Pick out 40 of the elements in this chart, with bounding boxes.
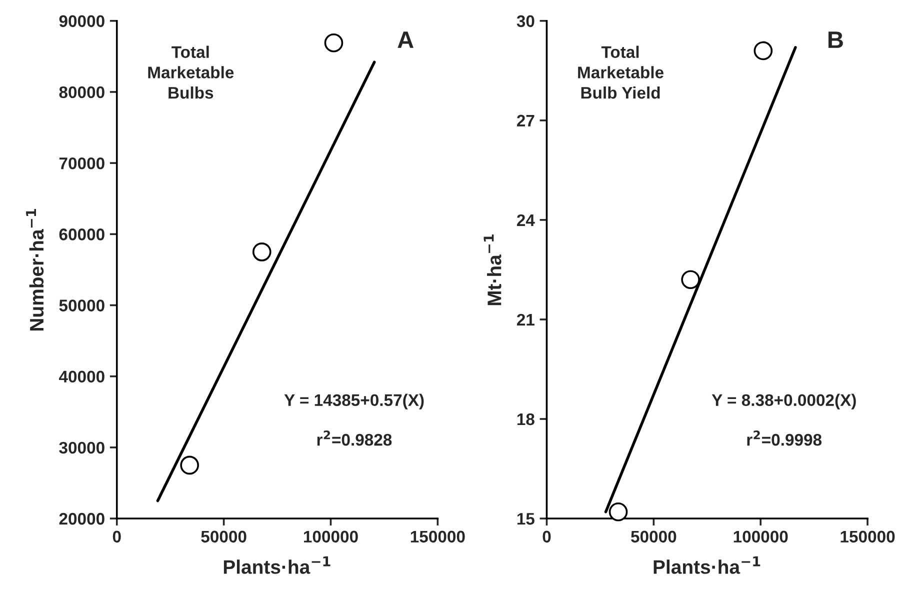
x-tick-label: 100000 [734, 530, 788, 543]
point [681, 270, 700, 290]
point [252, 242, 272, 262]
y-tick-label: 21 [516, 314, 534, 326]
y-tick-label: 24 [516, 214, 535, 226]
y-tick-label: 20000 [59, 512, 104, 525]
x-axis-title: Plants·ha$^{−1}$ [224, 556, 330, 574]
x-axis-title: Plants·ha$^{−1}$ [654, 556, 760, 574]
annotation: Y = 14385+0.57(X) [284, 394, 424, 410]
y-tick-label: 60000 [59, 228, 104, 240]
y-tick-label: 80000 [59, 86, 104, 98]
annotation: Total Marketable Bulbs [148, 46, 234, 99]
y-tick-label: 15 [517, 513, 534, 525]
x-tick-label: 100000 [304, 530, 358, 543]
x-tick-label: 50000 [201, 530, 246, 543]
x-tick-label: 50000 [631, 530, 676, 543]
x-tick-label: 0 [112, 530, 121, 543]
y-tick-label: 50000 [59, 300, 104, 312]
annotation: r$^{2}$=0.9828 [317, 430, 392, 446]
x-tick-label: 0 [542, 530, 551, 543]
annotation: r$^{2}$=0.9998 [747, 430, 822, 446]
y-tick-label: 30000 [59, 442, 104, 454]
annotation: B [828, 32, 843, 48]
y-axis-title: Mt·ha$^{−1}$ [484, 234, 502, 306]
annotation: Y = 8.38+0.0002(X) [712, 394, 856, 410]
annotation: Total Marketable Bulb Yield [578, 46, 664, 99]
y-tick-label: 27 [516, 114, 534, 126]
point [608, 502, 628, 522]
y-tick-label: 30 [516, 15, 534, 28]
point [754, 41, 773, 60]
point [324, 33, 344, 52]
x-tick-label: 150000 [840, 530, 895, 543]
y-axis-title: Number·ha$^{−1}$ [26, 209, 44, 331]
y-tick-label: 18 [517, 413, 534, 426]
x-tick-label: 150000 [410, 530, 465, 543]
point [180, 456, 199, 475]
y-tick-label: 70000 [59, 157, 104, 170]
annotation: A [398, 32, 414, 48]
y-tick-label: 90000 [59, 15, 104, 28]
y-tick-label: 40000 [58, 370, 104, 383]
